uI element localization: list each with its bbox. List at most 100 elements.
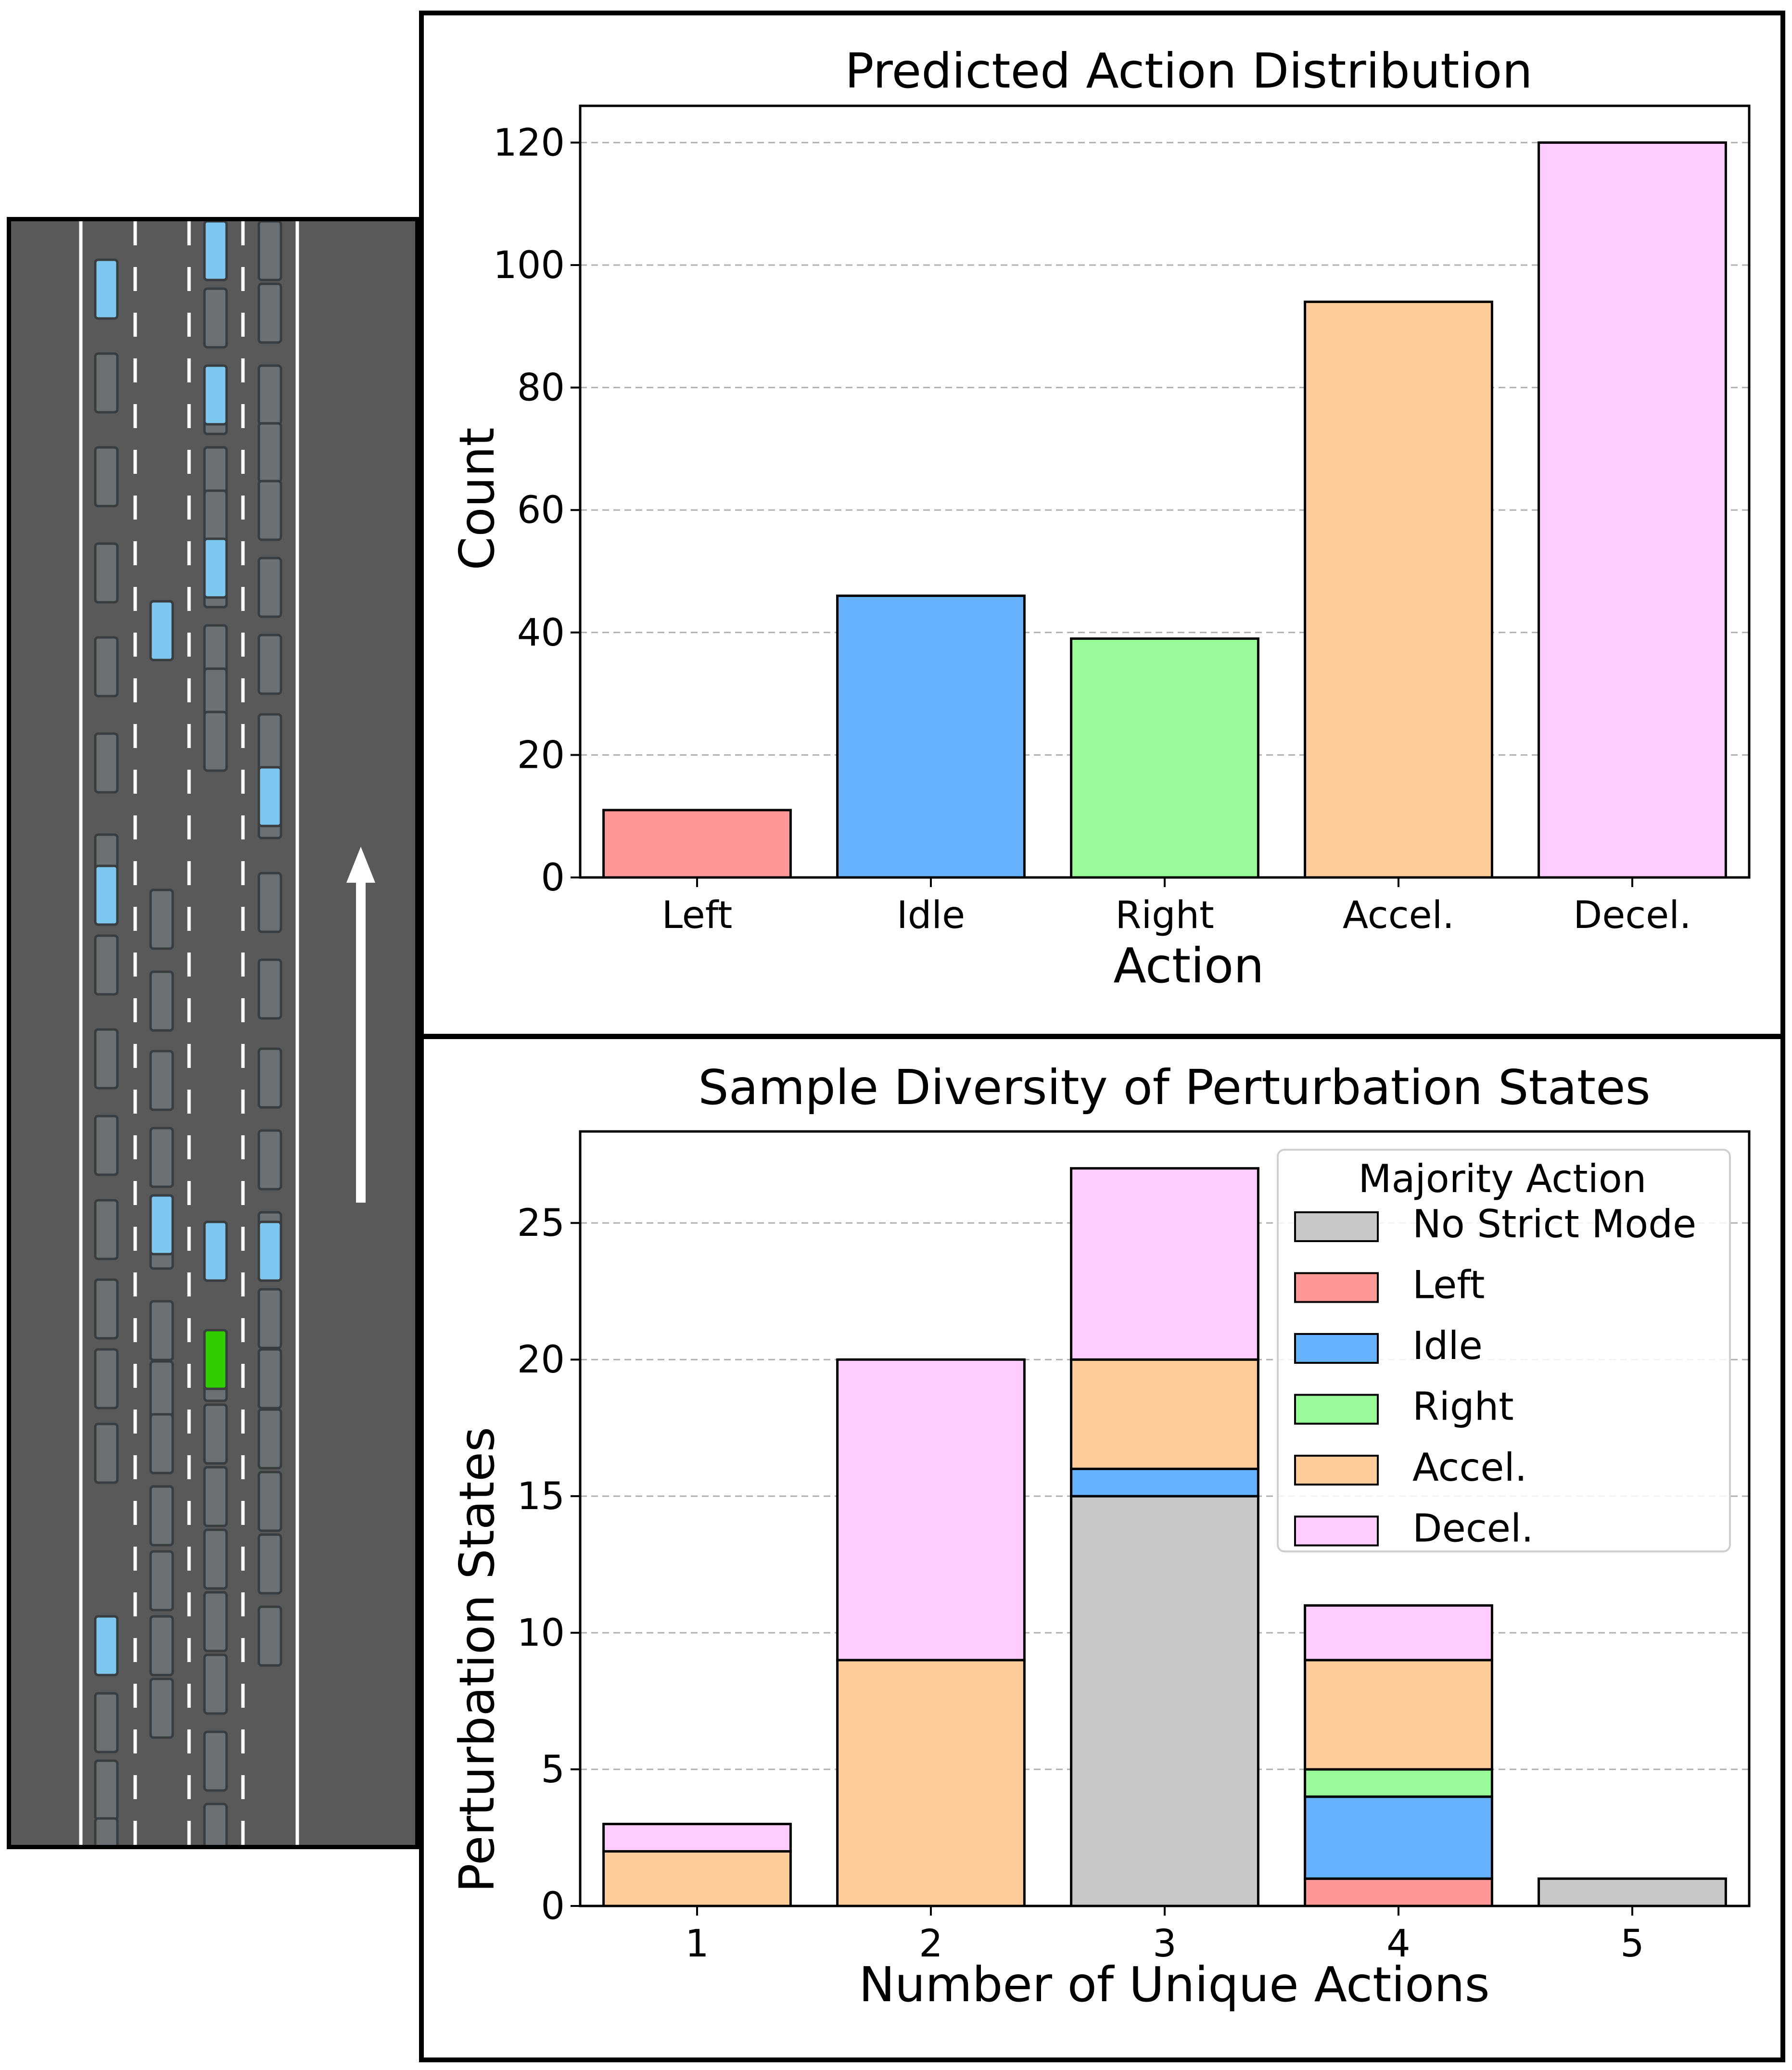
legend-label: Idle bbox=[1412, 1323, 1483, 1368]
legend-swatch bbox=[1294, 1515, 1379, 1547]
vehicle bbox=[94, 1692, 119, 1753]
legend-item: Left bbox=[1294, 1263, 1485, 1308]
vehicle bbox=[257, 557, 282, 618]
vehicle bbox=[257, 282, 282, 344]
vehicle bbox=[94, 352, 119, 414]
vehicle bbox=[257, 422, 282, 483]
vehicle bbox=[94, 1115, 119, 1176]
bar-right bbox=[1070, 637, 1259, 879]
legend-label: Left bbox=[1412, 1263, 1485, 1308]
bar-3-idle bbox=[1070, 1467, 1259, 1498]
vehicle bbox=[149, 1413, 174, 1474]
legend-label: Accel. bbox=[1412, 1445, 1527, 1490]
y-tick-label: 60 bbox=[517, 489, 565, 532]
vehicle bbox=[203, 1403, 228, 1465]
y-tick-label: 40 bbox=[517, 611, 565, 655]
vehicle bbox=[257, 872, 282, 933]
vehicle bbox=[94, 1422, 119, 1484]
vehicle bbox=[94, 934, 119, 996]
x-tick-label: 5 bbox=[1620, 1922, 1644, 1966]
vehicle bbox=[257, 364, 282, 426]
vehicle bbox=[257, 221, 282, 281]
vehicle bbox=[149, 1127, 174, 1188]
vehicle bbox=[94, 446, 119, 508]
legend-item: Decel. bbox=[1294, 1506, 1534, 1551]
x-tick-label: 2 bbox=[919, 1922, 943, 1966]
legend-label: Right bbox=[1412, 1384, 1514, 1429]
legend-title: Majority Action bbox=[1358, 1156, 1646, 1201]
plot-area-frame bbox=[579, 104, 1751, 879]
y-tick-label: 120 bbox=[493, 121, 565, 165]
y-tick-label: 10 bbox=[517, 1612, 565, 1655]
vehicle bbox=[94, 542, 119, 604]
legend-swatch bbox=[1294, 1272, 1379, 1303]
vehicle bbox=[149, 1550, 174, 1612]
legend-swatch bbox=[1294, 1333, 1379, 1364]
vehicle bbox=[149, 1300, 174, 1361]
vehicle bbox=[149, 1360, 174, 1422]
vehicle bbox=[94, 1278, 119, 1340]
x-tick-label: Right bbox=[1115, 894, 1214, 937]
vehicle bbox=[149, 1677, 174, 1739]
x-axis-label: Action bbox=[1113, 938, 1264, 994]
y-tick-label: 5 bbox=[541, 1748, 565, 1791]
vehicle bbox=[94, 1199, 119, 1260]
vehicle bbox=[203, 711, 228, 772]
vehicle bbox=[149, 970, 174, 1032]
vehicle bbox=[257, 1047, 282, 1109]
legend-swatch bbox=[1294, 1394, 1379, 1425]
up-arrow-icon bbox=[346, 847, 375, 1203]
x-tick-label: Accel. bbox=[1343, 894, 1454, 937]
vehicle bbox=[203, 1653, 228, 1715]
legend-box bbox=[1277, 1149, 1731, 1552]
bar-idle bbox=[836, 594, 1026, 879]
bar-2-decel bbox=[836, 1358, 1026, 1662]
vehicle bbox=[203, 287, 228, 349]
observed-vehicle bbox=[94, 864, 119, 926]
bar-decel bbox=[1538, 141, 1727, 879]
vehicle bbox=[94, 1817, 119, 1845]
y-tick-label: 20 bbox=[517, 734, 565, 777]
vehicle bbox=[203, 1730, 228, 1792]
vehicle bbox=[203, 1591, 228, 1652]
bar-4-right bbox=[1304, 1768, 1493, 1798]
observed-vehicle bbox=[257, 1220, 282, 1282]
vehicle bbox=[257, 1408, 282, 1470]
y-tick-label: 80 bbox=[517, 367, 565, 410]
vehicle bbox=[149, 1050, 174, 1111]
bar-3-no-strict-mode bbox=[1070, 1495, 1259, 1907]
vehicle bbox=[257, 713, 282, 775]
y-axis-label: Perturbation States bbox=[449, 1427, 505, 1892]
vehicle bbox=[149, 889, 174, 950]
legend-swatch bbox=[1294, 1455, 1379, 1486]
vehicle bbox=[257, 1288, 282, 1349]
observed-vehicle bbox=[94, 258, 119, 320]
vehicle bbox=[149, 1615, 174, 1676]
y-tick-label: 20 bbox=[517, 1338, 565, 1382]
observed-vehicle bbox=[149, 1194, 174, 1256]
vehicle bbox=[203, 1528, 228, 1590]
vehicle bbox=[257, 1471, 282, 1532]
y-tick-label: 15 bbox=[517, 1475, 565, 1518]
legend-label: Decel. bbox=[1412, 1506, 1534, 1551]
bar-1-decel bbox=[602, 1823, 792, 1853]
legend-item: Accel. bbox=[1294, 1445, 1527, 1490]
sample-diversity-chart: Sample Diversity of Perturbation States … bbox=[449, 1059, 1751, 2013]
bar-4-left bbox=[1304, 1877, 1493, 1907]
plot-area-frame bbox=[579, 1130, 1751, 1907]
vehicle bbox=[94, 732, 119, 794]
x-tick-label: Decel. bbox=[1573, 894, 1691, 937]
vehicle bbox=[203, 1803, 228, 1845]
vehicle bbox=[257, 1533, 282, 1595]
highway-road bbox=[11, 221, 415, 1845]
x-axis-label: Number of Unique Actions bbox=[859, 1956, 1489, 2013]
x-tick-label: Left bbox=[662, 894, 733, 937]
legend-item: Right bbox=[1294, 1384, 1514, 1429]
bar-3-decel bbox=[1070, 1167, 1259, 1361]
vehicle bbox=[94, 636, 119, 698]
predicted-action-distribution-chart: Predicted Action Distribution Action Cou… bbox=[449, 43, 1751, 994]
observed-vehicle bbox=[203, 1220, 228, 1282]
legend-label: No Strict Mode bbox=[1412, 1202, 1696, 1246]
x-tick-label: 1 bbox=[685, 1922, 709, 1966]
